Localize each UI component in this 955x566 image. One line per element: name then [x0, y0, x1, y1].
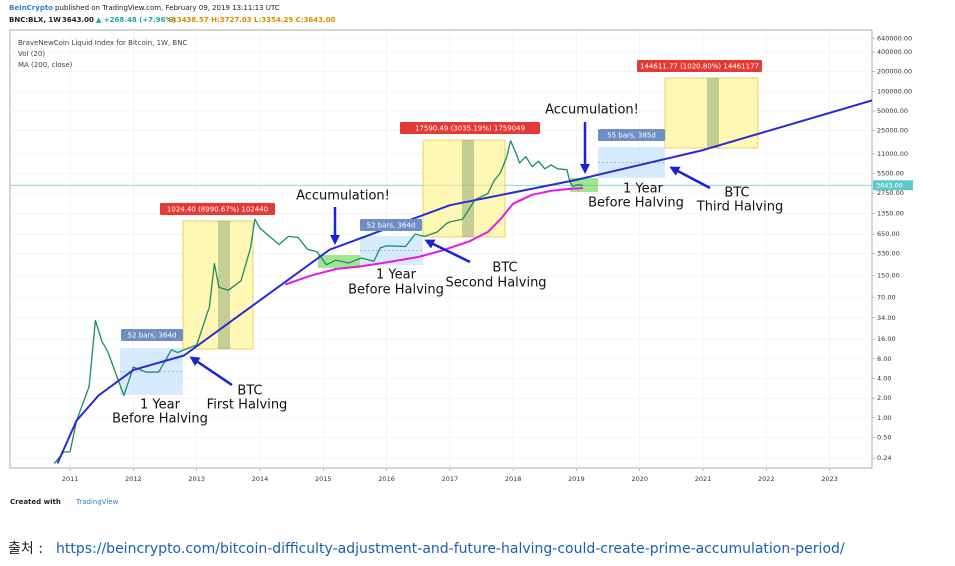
change: ▲ +268.48 (+7.96%) — [96, 16, 176, 24]
caption-label: 출처 : — [8, 541, 43, 557]
annotations: 52 bars, 364d 1024.40 (8990.67%) 102440 1 … — [112, 60, 783, 427]
x-tick-label: 2011 — [62, 475, 79, 483]
annotation-arrow — [189, 356, 233, 387]
annotation-tag — [360, 219, 422, 231]
y-tick-label: 11000.00 — [877, 150, 908, 158]
published: published on TradingView.com, February 0… — [55, 4, 280, 12]
y-tick-label: 5500.00 — [877, 170, 904, 178]
y-tick-label: 34.00 — [877, 314, 896, 322]
y-tick-label: 650.00 — [877, 230, 900, 238]
x-tick-label: 2012 — [125, 475, 142, 483]
annotation-label: 1 Year — [376, 268, 417, 283]
y-tick-label: 200000.00 — [877, 68, 912, 76]
x-tick-label: 2013 — [188, 475, 205, 483]
series-lines — [53, 99, 872, 464]
y-tick-label: 1350.00 — [877, 209, 904, 217]
halving-stripe — [462, 140, 474, 237]
range-box — [664, 77, 759, 149]
annotation-tag-label: 55 bars, 385d — [607, 132, 656, 140]
annotation-label: Third Halving — [696, 200, 783, 215]
x-tick-label: 2021 — [695, 475, 712, 483]
series-line — [53, 140, 583, 464]
y-tick-label: 70.00 — [877, 293, 896, 301]
x-tick-label: 2023 — [821, 475, 838, 483]
annotation-tag-label: 52 bars, 364d — [128, 332, 177, 340]
annotation-tag — [400, 122, 540, 134]
accumulation-box — [318, 255, 360, 268]
halving-stripe — [707, 78, 719, 148]
caption-url[interactable]: https://beincrypto.com/bitcoin-difficult… — [56, 541, 845, 557]
footer-created: Created with — [10, 498, 61, 506]
annotation-label: Before Halving — [588, 196, 684, 211]
y-tick-label: 16.00 — [877, 335, 896, 343]
annotation-label: BTC — [492, 261, 517, 276]
annotation-label: Accumulation! — [296, 189, 390, 204]
x-tick-label: 2018 — [505, 475, 522, 483]
last: 3643.00 — [62, 16, 94, 24]
x-tick-label: 2019 — [568, 475, 585, 483]
footer-brand[interactable]: TradingView — [75, 498, 119, 506]
annotation-label: 1 Year — [623, 182, 664, 197]
y-tick-label: 100000.00 — [877, 87, 912, 95]
ohlc: O:3438.57 H:3727.03 L:3354.29 C:3643.00 — [168, 16, 336, 24]
annotation-label: BTC — [724, 186, 749, 201]
annotation-arrow — [669, 166, 711, 190]
annotation-label: Before Halving — [348, 283, 444, 298]
annotation-label: Before Halving — [112, 412, 208, 427]
annotation-tag-label: 52 bars, 364d — [367, 222, 416, 230]
y-tick-label: 1.00 — [877, 414, 891, 422]
x-tick-label: 2016 — [378, 475, 395, 483]
y-tick-label: 0.24 — [877, 454, 891, 462]
annotation-label: Second Halving — [445, 276, 546, 291]
publisher[interactable]: BeInCrypto — [9, 4, 53, 12]
series-line — [56, 99, 872, 464]
plot-frame — [9, 29, 873, 469]
annotation-label: Accumulation! — [545, 103, 639, 118]
halving-stripe — [218, 221, 230, 349]
annotation-arrow — [424, 239, 471, 264]
y-tick-label: 330.00 — [877, 249, 900, 257]
annotation-tag-label: 1024.40 (8990.67%) 102440 — [167, 206, 268, 214]
annotation-tag — [637, 60, 762, 72]
annotation-label: 1 Year — [140, 398, 181, 413]
y-tick-label: 150.00 — [877, 272, 900, 280]
x-tick-label: 2022 — [758, 475, 775, 483]
ma-title: MA (200, close) — [18, 61, 73, 69]
y-tick-label: 8.00 — [877, 355, 891, 363]
y-tick-label: 2750.00 — [877, 189, 904, 197]
x-tick-label: 2017 — [442, 475, 459, 483]
annotation-tag-label: 144611.77 (1020.80%) 14461177 — [640, 63, 759, 71]
x-tick-label: 2014 — [252, 475, 269, 483]
annotation-tag-label: 17590.49 (3035.19%) 1759049 — [415, 125, 525, 133]
symbol: BNC:BLX, 1W — [9, 16, 61, 24]
chart-title: BraveNewCoin Liquid Index for Bitcoin, 1… — [18, 39, 187, 47]
y-tick-label: 400000.00 — [877, 48, 912, 56]
y-tick-label: 4.00 — [877, 374, 891, 382]
annotation-tag — [121, 329, 183, 341]
y-tick-label: 50000.00 — [877, 107, 908, 115]
y-tick-label: 25000.00 — [877, 127, 908, 135]
x-tick-label: 2015 — [315, 475, 332, 483]
annotation-label: BTC — [237, 384, 262, 399]
y-tick-label: 0.50 — [877, 433, 891, 441]
last-price-label: 3643.00 — [876, 181, 903, 189]
annotation-tag — [598, 129, 665, 141]
annotation-tag — [160, 203, 275, 215]
y-tick-label: 2.00 — [877, 394, 891, 402]
series-line — [284, 187, 583, 286]
last-price-tag — [873, 180, 913, 191]
y-tick-label: 640000.00 — [877, 35, 912, 43]
x-tick-label: 2020 — [631, 475, 648, 483]
range-box — [422, 139, 506, 238]
volume-title: Vol (20) — [18, 50, 45, 58]
annotation-label: First Halving — [207, 398, 288, 413]
